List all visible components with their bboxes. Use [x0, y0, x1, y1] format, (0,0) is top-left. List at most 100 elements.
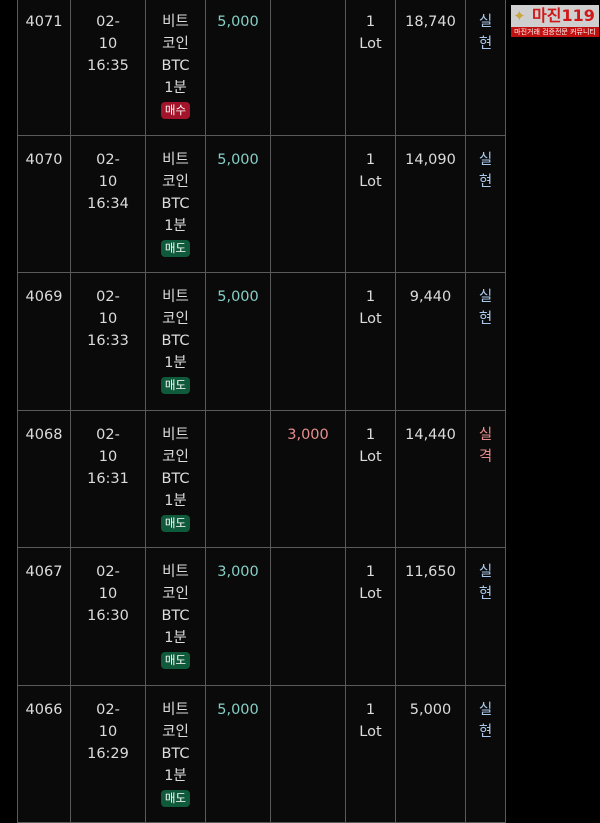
quantity-unit: Lot	[359, 723, 382, 740]
date-day: 10	[98, 36, 118, 52]
trade-id-text: 4069	[25, 289, 63, 305]
loss-cell	[270, 684, 346, 823]
loss-cell: 3,000	[270, 409, 346, 548]
instrument-symbol: BTC	[161, 195, 190, 212]
side-badge: 매도	[160, 789, 191, 807]
date-day: 10	[98, 173, 118, 190]
instrument-name-2: 코인	[162, 448, 189, 465]
trade-id: 4067	[17, 547, 71, 686]
instrument-name-1: 비트	[162, 564, 189, 580]
trade-datetime: 02- 10 16:31	[70, 409, 146, 548]
date-month: 02-	[96, 289, 120, 305]
quantity: 1 Lot	[345, 0, 396, 136]
status-2: 격	[478, 448, 493, 465]
quantity: 1 Lot	[345, 272, 396, 411]
price-value: 14,440	[405, 426, 456, 443]
instrument-name-1: 비트	[162, 151, 189, 168]
profit-cell	[205, 409, 271, 548]
quantity-value: 1	[365, 289, 376, 305]
quantity-unit: Lot	[359, 173, 382, 190]
instrument-period: 1분	[164, 355, 187, 371]
quantity-value: 1	[365, 426, 376, 443]
trade-id: 4070	[17, 134, 71, 273]
quantity-unit: Lot	[359, 36, 382, 52]
trade-datetime: 02- 10 16:35	[70, 0, 146, 136]
instrument-period: 1분	[164, 217, 187, 234]
loss-cell	[270, 0, 346, 136]
watermark-logo: ✦ 마진119 마진거래 검증전문 커뮤니티	[511, 5, 599, 37]
quantity-value: 1	[365, 151, 376, 168]
trade-id: 4066	[17, 684, 71, 823]
watermark-title: 마진119	[532, 6, 595, 25]
status-1: 실	[478, 289, 493, 305]
date-day: 10	[98, 723, 118, 740]
status-1: 실	[478, 14, 493, 30]
instrument-period: 1분	[164, 767, 187, 784]
price-value: 11,650	[405, 564, 456, 580]
profit-cell: 3,000	[205, 547, 271, 686]
date-month: 02-	[96, 564, 120, 580]
trade-id-text: 4067	[25, 564, 63, 580]
profit-value: 5,000	[217, 289, 259, 305]
status-1: 실	[478, 151, 493, 168]
status-1: 실	[478, 564, 493, 580]
profit-value: 5,000	[217, 14, 259, 30]
trade-datetime: 02- 10 16:30	[70, 547, 146, 686]
trade-id: 4071	[17, 0, 71, 136]
price-value: 14,090	[405, 151, 456, 168]
instrument-symbol: BTC	[161, 608, 190, 624]
table-row[interactable]: 4066 02- 10 16:29 비트 코인 BTC 1분 매도 5,000 1 Lot 5…	[17, 684, 506, 823]
loss-cell	[270, 547, 346, 686]
quantity: 1 Lot	[345, 134, 396, 273]
instrument-period: 1분	[164, 80, 187, 96]
price: 14,090	[395, 134, 466, 273]
quantity-value: 1	[365, 14, 376, 30]
quantity-value: 1	[365, 564, 376, 580]
status-2: 현	[478, 311, 493, 327]
loss-cell	[270, 134, 346, 273]
price: 18,740	[395, 0, 466, 136]
instrument: 비트 코인 BTC 1분 매도	[145, 547, 206, 686]
instrument: 비트 코인 BTC 1분 매도	[145, 684, 206, 823]
instrument-symbol: BTC	[161, 470, 190, 487]
watermark-subtitle: 마진거래 검증전문 커뮤니티	[511, 27, 599, 37]
profit-value: 5,000	[217, 151, 259, 168]
trade-id-text: 4070	[25, 151, 63, 168]
instrument-symbol: BTC	[161, 58, 190, 74]
quantity: 1 Lot	[345, 547, 396, 686]
quantity: 1 Lot	[345, 684, 396, 823]
status-1: 실	[478, 701, 493, 718]
status-2: 현	[478, 36, 493, 52]
trade-id-text: 4066	[25, 701, 63, 718]
instrument-period: 1분	[164, 630, 187, 646]
instrument-name-2: 코인	[162, 311, 189, 327]
price: 11,650	[395, 547, 466, 686]
eagle-emblem-icon: ✦	[513, 7, 526, 25]
trade-id-text: 4068	[25, 426, 63, 443]
table-row[interactable]: 4069 02- 10 16:33 비트 코인 BTC 1분 매도 5,000 1 Lot 9…	[17, 272, 506, 411]
date-day: 10	[98, 586, 118, 602]
date-day: 10	[98, 311, 118, 327]
table-row[interactable]: 4067 02- 10 16:30 비트 코인 BTC 1분 매도 3,000 1 Lot 1…	[17, 547, 506, 686]
time: 16:29	[87, 745, 129, 762]
price: 5,000	[395, 684, 466, 823]
time: 16:30	[87, 608, 129, 624]
profit-value: 3,000	[217, 564, 259, 580]
table-row[interactable]: 4068 02- 10 16:31 비트 코인 BTC 1분 매도 3,000 1 Lot 1…	[17, 409, 506, 548]
status-1: 실	[478, 426, 493, 443]
quantity: 1 Lot	[345, 409, 396, 548]
instrument-name-2: 코인	[162, 173, 189, 190]
instrument: 비트 코인 BTC 1분 매수	[145, 0, 206, 136]
table-row[interactable]: 4071 02- 10 16:35 비트 코인 BTC 1분 매수 5,000 1 Lot 1…	[17, 0, 506, 136]
loss-value: 3,000	[287, 426, 329, 443]
trade-datetime: 02- 10 16:34	[70, 134, 146, 273]
trade-datetime: 02- 10 16:29	[70, 684, 146, 823]
profit-cell: 5,000	[205, 272, 271, 411]
quantity-unit: Lot	[359, 586, 382, 602]
side-badge: 매도	[160, 239, 191, 257]
